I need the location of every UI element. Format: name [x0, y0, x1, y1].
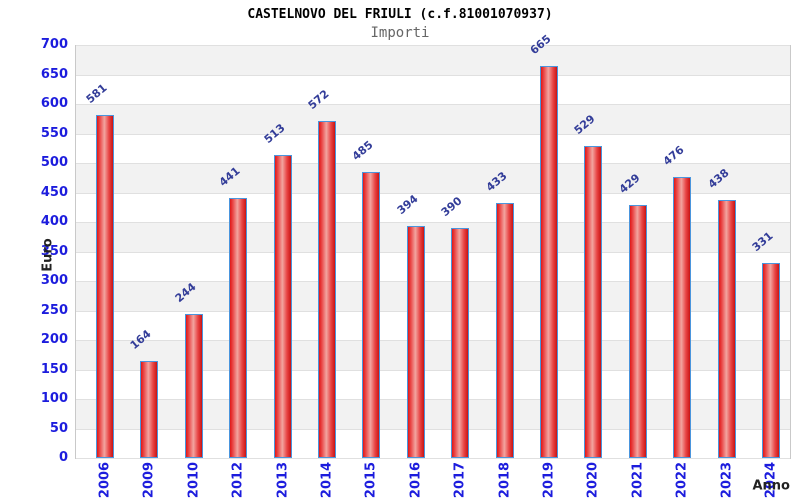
- x-tick-label: 2020: [585, 461, 601, 499]
- bar-2019[interactable]: [540, 65, 558, 458]
- gridline: [76, 311, 790, 312]
- x-tick-label: 2021: [630, 461, 646, 499]
- bar-2024[interactable]: [762, 262, 780, 458]
- gridline: [76, 429, 790, 430]
- gridline: [76, 252, 790, 253]
- bar-2012[interactable]: [229, 197, 248, 458]
- bar-2015[interactable]: [362, 171, 381, 458]
- bar-2018[interactable]: [495, 202, 514, 458]
- chart-title: CASTELNOVO DEL FRIULI (c.f.81001070937): [247, 7, 553, 22]
- bar-2021[interactable]: [628, 204, 647, 458]
- x-tick-label: 2010: [186, 461, 202, 499]
- gridline: [76, 281, 790, 282]
- chart-subtitle: Importi: [370, 25, 430, 41]
- x-tick-label: 2006: [97, 461, 113, 499]
- y-tick-label: 450: [40, 184, 68, 200]
- y-axis-title: Euro: [40, 238, 56, 272]
- y-tick-label: 600: [40, 96, 68, 111]
- plot-area: [75, 45, 791, 459]
- y-tick-label: 50: [49, 420, 68, 436]
- gridline: [76, 163, 790, 164]
- gridline: [76, 75, 790, 76]
- bar-2009[interactable]: [140, 361, 159, 458]
- gridline: [76, 104, 790, 105]
- y-tick-label: 200: [40, 332, 68, 347]
- gridline: [76, 399, 790, 400]
- x-tick-label: 2015: [363, 461, 379, 499]
- gridline: [76, 222, 790, 223]
- x-tick-label: 2018: [497, 461, 513, 499]
- y-tick-label: 0: [58, 450, 68, 465]
- y-tick-label: 550: [40, 125, 68, 141]
- gridline: [76, 340, 790, 341]
- grid-band: [76, 281, 790, 311]
- bar-2023[interactable]: [717, 199, 736, 458]
- x-tick-label: 2013: [275, 461, 291, 499]
- gridline: [76, 193, 790, 194]
- y-tick-label: 300: [40, 273, 68, 288]
- bar-2013[interactable]: [273, 155, 292, 458]
- grid-band: [76, 104, 790, 134]
- bar-2010[interactable]: [184, 314, 203, 458]
- y-tick-label: 400: [40, 214, 68, 229]
- gridline: [76, 458, 790, 459]
- y-tick-label: 150: [40, 361, 68, 377]
- bar-2022[interactable]: [673, 177, 692, 458]
- x-tick-label: 2017: [452, 461, 468, 499]
- y-tick-label: 100: [40, 391, 68, 406]
- gridline: [76, 45, 790, 46]
- x-tick-label: 2019: [541, 461, 557, 499]
- bar-2017[interactable]: [451, 227, 470, 458]
- x-tick-label: 2022: [674, 461, 690, 499]
- x-tick-label: 2009: [141, 461, 157, 499]
- x-tick-label: 2016: [408, 461, 424, 499]
- x-tick-label: 2014: [319, 461, 335, 499]
- bar-2006[interactable]: [96, 115, 114, 458]
- bar-2014[interactable]: [318, 120, 336, 458]
- y-tick-label: 350: [40, 243, 68, 259]
- y-tick-label: 700: [40, 37, 68, 52]
- bar-2020[interactable]: [584, 145, 603, 458]
- x-tick-label: 2023: [719, 461, 735, 499]
- y-tick-label: 650: [40, 66, 68, 82]
- x-tick-label: 2012: [230, 461, 246, 499]
- grid-band: [76, 222, 790, 252]
- grid-band: [76, 45, 790, 75]
- x-axis-title: Anno: [752, 478, 790, 494]
- y-tick-label: 250: [40, 302, 68, 318]
- y-tick-label: 500: [40, 155, 68, 170]
- bar-2016[interactable]: [406, 225, 425, 458]
- gridline: [76, 134, 790, 135]
- grid-band: [76, 163, 790, 193]
- gridline: [76, 370, 790, 371]
